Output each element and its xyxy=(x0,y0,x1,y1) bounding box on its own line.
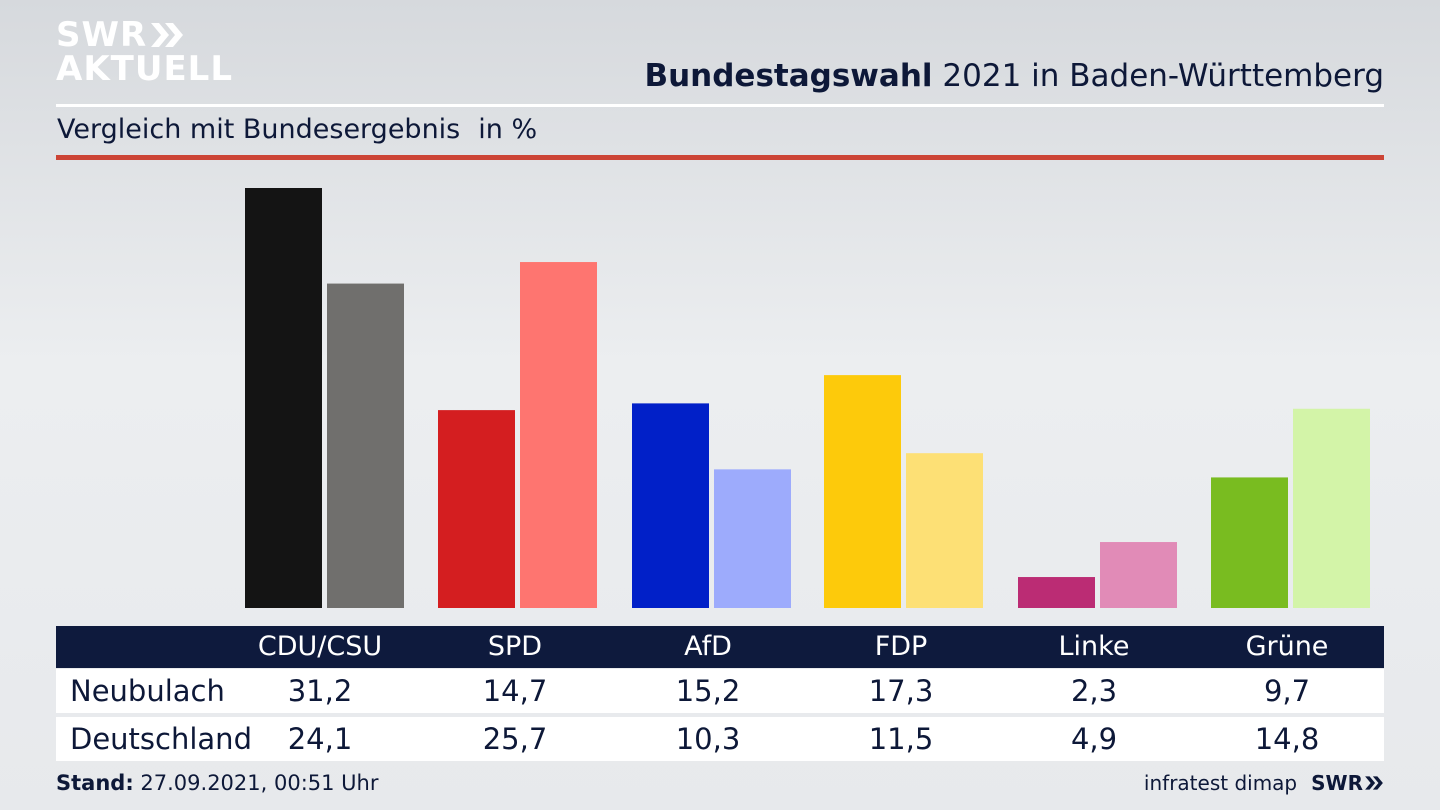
column-header: CDU/CSU xyxy=(257,631,383,662)
bar-gr-ne-neubulach xyxy=(1211,477,1288,608)
column-header: AfD xyxy=(684,631,732,662)
row-label: Neubulach xyxy=(70,674,225,708)
bar-spd-deutschland xyxy=(520,262,597,608)
column-header: FDP xyxy=(874,631,928,662)
table-cell: 25,7 xyxy=(482,722,548,756)
table-cell: 31,2 xyxy=(287,674,353,708)
title-bold: Bundestagswahl xyxy=(644,58,933,94)
stand-label: Stand: xyxy=(56,771,134,795)
page-title: Bundestagswahl 2021 in Baden-Württemberg xyxy=(644,58,1384,94)
table-cell: 4,9 xyxy=(1070,722,1118,756)
bar-fdp-neubulach xyxy=(824,375,901,608)
footer-brand: SWR xyxy=(1311,771,1363,795)
table-cell: 15,2 xyxy=(675,674,741,708)
table-row: Neubulach 31,2 14,7 15,2 17,3 2,3 9,7 xyxy=(56,669,1384,713)
table-cell: 10,3 xyxy=(675,722,741,756)
bar-chart xyxy=(245,188,1370,608)
column-header: Grüne xyxy=(1245,631,1329,662)
table-cell: 24,1 xyxy=(287,722,353,756)
bar-cdu-csu-deutschland xyxy=(327,283,404,608)
bar-cdu-csu-neubulach xyxy=(245,188,322,608)
bar-linke-deutschland xyxy=(1100,542,1177,608)
column-header: Linke xyxy=(1058,631,1130,662)
source-credit: infratest dimap SWR xyxy=(1144,771,1384,795)
bar-linke-neubulach xyxy=(1018,577,1095,608)
table-cell: 17,3 xyxy=(868,674,934,708)
logo-line2: AKTUELL xyxy=(56,49,234,89)
row-label: Deutschland xyxy=(70,722,252,756)
table-cell: 11,5 xyxy=(868,722,934,756)
double-chevron-icon xyxy=(151,23,184,47)
table-cell: 9,7 xyxy=(1263,674,1311,708)
bar-spd-neubulach xyxy=(438,410,515,608)
table-header: CDU/CSU SPD AfD FDP Linke Grüne xyxy=(56,626,1384,668)
double-chevron-icon xyxy=(1365,776,1383,790)
bar-fdp-deutschland xyxy=(906,453,983,608)
column-header: SPD xyxy=(487,631,543,662)
bar-gr-ne-deutschland xyxy=(1293,408,1370,608)
table-cell: 2,3 xyxy=(1070,674,1118,708)
source-text: infratest dimap xyxy=(1143,771,1298,795)
timestamp: Stand: 27.09.2021, 00:51 Uhr xyxy=(56,771,379,795)
table-cell: 14,7 xyxy=(482,674,548,708)
logo-line1: SWR xyxy=(56,15,148,55)
table-cell: 14,8 xyxy=(1254,722,1320,756)
bar-afd-neubulach xyxy=(632,403,709,608)
header-divider xyxy=(56,104,1384,107)
swr-aktuell-logo: SWR AKTUELL xyxy=(56,18,233,86)
accent-rule xyxy=(56,155,1384,160)
chart-subtitle: Vergleich mit Bundesergebnis in % xyxy=(57,114,537,145)
stand-value: 27.09.2021, 00:51 Uhr xyxy=(133,771,379,795)
subtitle-text: Vergleich mit Bundesergebnis xyxy=(57,114,461,145)
bar-afd-deutschland xyxy=(714,469,791,608)
title-rest: 2021 in Baden-Württemberg xyxy=(932,58,1384,94)
table-row: Deutschland 24,1 25,7 10,3 11,5 4,9 14,8 xyxy=(56,717,1384,761)
unit-label: in % xyxy=(478,114,538,145)
